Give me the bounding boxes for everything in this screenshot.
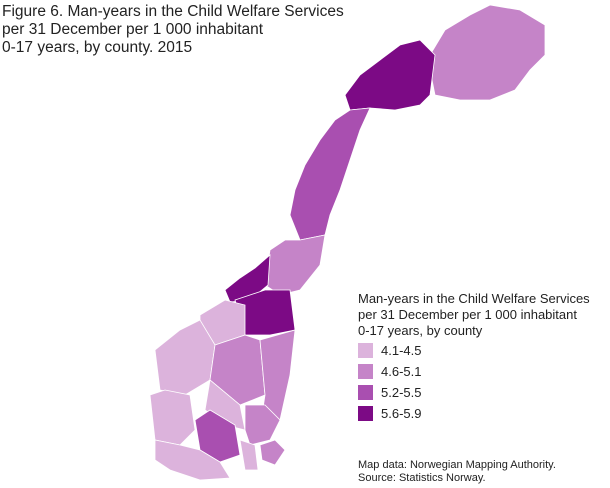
title-line: Figure 6. Man-years in the Child Welfare… [2,3,344,20]
county [154,319,216,396]
county [149,389,196,446]
legend-swatch [358,364,373,379]
county [429,4,546,101]
legend-title: per 31 December per 1 000 inhabitant [358,307,577,322]
legend-title: 0-17 years, by county [358,323,483,338]
county [259,439,286,466]
county [244,404,281,446]
source-line: Map data: Norwegian Mapping Authority. [358,459,556,471]
county [154,439,231,481]
county [289,107,371,241]
title-line: per 31 December per 1 000 inhabitant [2,21,264,38]
county [224,254,271,303]
legend-label: 5.2-5.5 [381,385,421,400]
map [149,4,546,481]
source: Map data: Norwegian Mapping Authority.So… [358,459,556,484]
county [344,39,436,111]
legend-swatch [358,385,373,400]
legend-swatch [358,406,373,421]
title-line: 0-17 years, by county. 2015 [2,39,192,56]
title: Figure 6. Man-years in the Child Welfare… [2,3,344,56]
legend-title: Man-years in the Child Welfare Services [358,291,590,306]
legend-label: 5.6-5.9 [381,406,421,421]
legend-label: 4.6-5.1 [381,364,421,379]
legend-label: 4.1-4.5 [381,343,421,358]
legend-swatch [358,343,373,358]
legend: Man-years in the Child Welfare Servicesp… [358,291,590,421]
county [264,234,326,296]
source-line: Source: Statistics Norway. [358,472,486,484]
county [239,439,259,471]
